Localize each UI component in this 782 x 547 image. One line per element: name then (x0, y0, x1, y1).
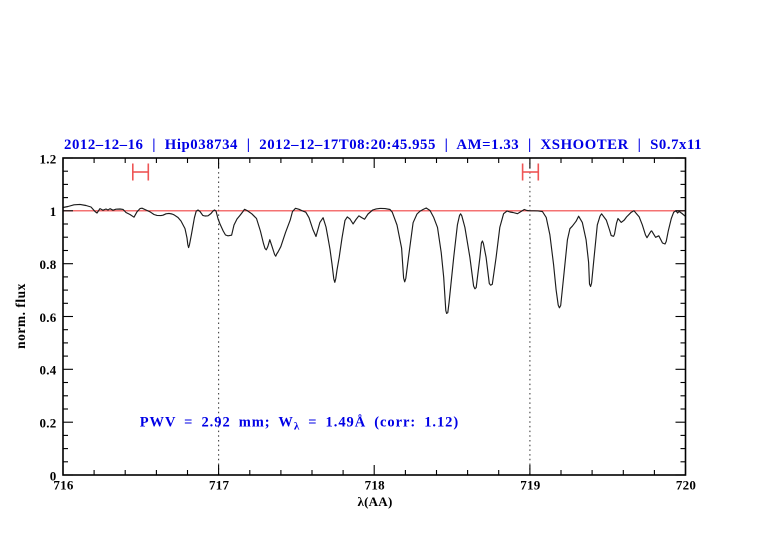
svg-text:1: 1 (50, 204, 57, 219)
svg-text:0: 0 (50, 468, 57, 483)
svg-text:0.2: 0.2 (40, 416, 57, 431)
svg-text:719: 719 (520, 478, 541, 493)
svg-text:PWV = 2.92 mm; Wλ = 1.49Å (cor: PWV = 2.92 mm; Wλ = 1.49Å (corr: 1.12) (140, 414, 459, 432)
svg-text:718: 718 (365, 478, 386, 493)
svg-text:716: 716 (53, 478, 74, 493)
svg-text:2012–12–16 | Hip038734 | 2012–: 2012–12–16 | Hip038734 | 2012–12–17T08:2… (64, 137, 702, 153)
svg-text:720: 720 (676, 478, 696, 493)
svg-text:0.4: 0.4 (40, 363, 57, 378)
svg-text:λ(AA): λ(AA) (357, 494, 392, 509)
svg-text:1.2: 1.2 (40, 151, 57, 166)
svg-text:717: 717 (209, 478, 230, 493)
svg-text:norm. flux: norm. flux (13, 283, 28, 349)
svg-text:0.6: 0.6 (40, 310, 57, 325)
svg-text:0.8: 0.8 (40, 257, 57, 272)
